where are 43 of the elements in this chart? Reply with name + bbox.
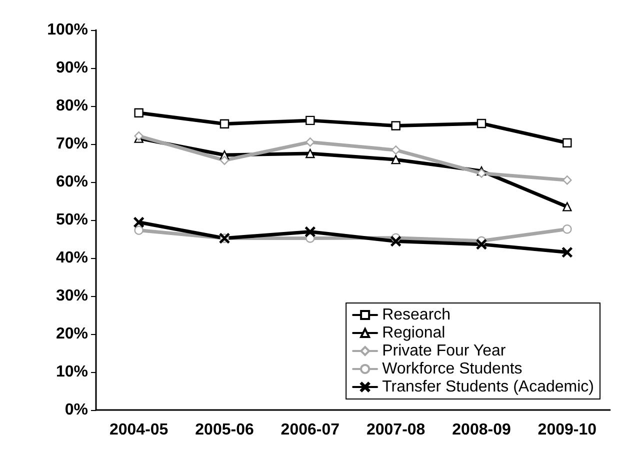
point [220, 119, 230, 128]
point [391, 145, 400, 155]
y-tick-label: 80% [56, 98, 88, 114]
point [306, 116, 315, 126]
point [476, 168, 486, 178]
point [306, 148, 315, 158]
y-tick-label: 10% [56, 364, 88, 380]
x-tick-label: 2009-10 [538, 422, 597, 438]
legend-label: Regional [382, 324, 446, 342]
point [562, 202, 572, 212]
x-tick-label: 2006-07 [280, 422, 340, 438]
y-tick-label: 60% [56, 174, 88, 190]
legend-label: Research [382, 306, 451, 324]
point [562, 138, 572, 148]
x-tick-label: 2008-09 [452, 422, 511, 438]
point [562, 224, 572, 234]
legend-label: Private Four Year [382, 342, 506, 360]
point [562, 176, 572, 185]
point [562, 247, 572, 258]
point [134, 217, 144, 228]
legend-label: Transfer Students (Academic) [382, 378, 594, 396]
y-tick-label: 100% [47, 22, 88, 38]
point [391, 121, 400, 130]
y-tick-label: 0% [64, 402, 88, 418]
y-tick-label: 50% [56, 212, 88, 228]
x-tick-label: 2005-06 [195, 422, 254, 438]
point [476, 118, 486, 128]
y-tick-label: 20% [56, 326, 88, 342]
point [305, 226, 316, 237]
point [220, 156, 230, 165]
legend-label: Workforce Students [382, 360, 522, 378]
y-tick-label: 70% [56, 136, 88, 152]
point [306, 138, 315, 147]
x-tick-label: 2004-05 [109, 422, 168, 438]
point [134, 108, 144, 118]
point [476, 239, 487, 250]
point [134, 226, 144, 235]
x-tick-label: 2007-08 [366, 422, 426, 438]
point [391, 154, 400, 164]
y-tick-label: 90% [56, 60, 88, 76]
y-tick-label: 40% [56, 250, 88, 266]
y-tick-label: 30% [56, 288, 88, 304]
point [390, 236, 401, 246]
